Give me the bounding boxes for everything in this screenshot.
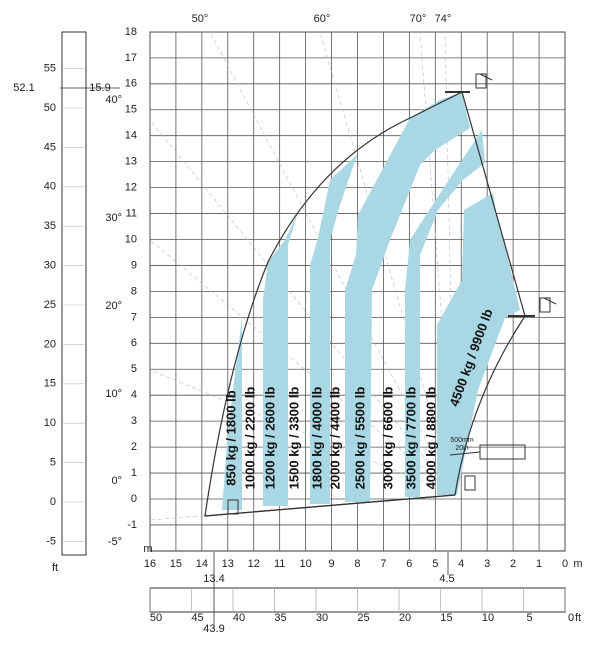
angle-label: 74° [435,13,452,25]
marker-label: 15.9 [89,82,110,94]
angle-label: 0° [111,475,122,487]
y-tick-label: 6 [131,337,137,349]
y-tick-label: 13 [125,156,137,168]
ft-tick-label: 5 [50,457,56,469]
offset-note: 20in [455,445,468,452]
ft-tick-label: 50 [150,612,162,624]
x-tick-label: 13 [222,558,234,570]
x-tick-label: 5 [432,558,438,570]
axis-unit: ft [52,562,58,574]
load-label: 3000 kg / 6600 lb [380,387,395,490]
load-label: 850 kg / 1800 lb [223,390,238,485]
x-tick-label: 1 [536,558,542,570]
ft-scale-box [61,31,87,556]
load-label: 2500 kg / 5500 lb [352,387,367,490]
ft-tick-label: 15 [44,378,56,390]
load-label: 4000 kg / 8800 lb [423,387,438,490]
ft-tick-label: 10 [44,417,56,429]
load-zones [222,92,520,510]
x-tick-label: 11 [274,558,285,570]
load-label: 1800 kg / 4000 lb [309,387,324,490]
x-tick-label: 4 [458,558,464,570]
angle-label: 40° [105,94,122,106]
load-label: 2000 kg / 4400 lb [327,387,342,490]
y-tick-label: 2 [131,441,137,453]
y-tick-label: 18 [125,26,137,38]
ft-tick-label: 45 [44,141,56,153]
axis-unit: m [573,558,582,570]
ft-tick-label: 20 [399,612,411,624]
marker-label: 52.1 [13,82,34,94]
load-label: 1500 kg / 3300 lb [286,387,301,490]
angle-label: 70° [410,13,427,25]
ft-tick-label: 15 [440,612,452,624]
x-tick-label: 10 [299,558,311,570]
x-tick-label: 7 [380,558,386,570]
x-tick-label: 2 [510,558,516,570]
y-tick-label: 0 [131,493,137,505]
ft-tick-label: 25 [44,299,56,311]
y-tick-label: 3 [131,415,137,427]
ft-tick-label: 30 [44,260,56,272]
y-tick-label: 9 [131,259,137,271]
ft-tick-label: 50 [44,102,56,114]
angle-label: 20° [105,300,122,312]
ft-tick-label: 0 [568,612,574,624]
x-tick-label: 14 [196,558,208,570]
x-tick-label: 8 [354,558,360,570]
load-label: 3500 kg / 7700 lb [403,387,418,490]
ft-tick-label: 20 [44,338,56,350]
ft-tick-label: 0 [50,496,56,508]
ft-tick-label: 40 [233,612,245,624]
x-tick-label: 6 [406,558,412,570]
load-label: 1000 kg / 2200 lb [242,387,257,490]
x-tick-label: 16 [144,558,156,570]
y-tick-label: 15 [125,104,137,116]
ft-tick-label: 45 [191,612,203,624]
x-tick-label: 9 [328,558,334,570]
y-tick-label: 17 [125,52,137,64]
marker-label: 4.5 [439,573,454,585]
ft-tick-label: 5 [526,612,532,624]
axis-unit: ft [575,612,581,624]
y-tick-label: 12 [125,182,137,194]
y-tick-label: -1 [127,519,137,531]
envelope [204,91,526,517]
marker-label: 13.4 [203,573,224,585]
axis-unit: m [143,543,152,555]
y-tick-label: 4 [131,389,137,401]
ft-tick-label: 35 [44,220,56,232]
y-tick-label: 16 [125,78,137,90]
angle-label: -5° [108,536,122,548]
x-tick-label: 15 [170,558,182,570]
y-tick-label: 1 [131,467,137,479]
angle-label: 30° [105,212,122,224]
ft-tick-label: -5 [46,535,56,547]
x-tick-label: 3 [484,558,490,570]
y-tick-label: 7 [131,311,137,323]
ft-tick-label: 30 [316,612,328,624]
marker-label: 43.9 [203,623,224,635]
x-tick-label: 0 [562,558,568,570]
ft-tick-label: 25 [357,612,369,624]
y-tick-label: 10 [125,233,137,245]
ft-tick-label: 35 [274,612,286,624]
angle-label: 60° [314,13,331,25]
attachment-icons [227,73,557,515]
y-tick-label: 8 [131,285,137,297]
angle-label: 10° [105,388,122,400]
offset-note: 500mm [450,437,474,444]
base-line [204,494,456,517]
y-tick-label: 11 [126,207,137,219]
angle-label: 50° [192,13,209,25]
ft-tick-label: 55 [44,63,56,75]
ft-tick-label: 10 [482,612,494,624]
load-label: 1200 kg / 2600 lb [262,387,277,490]
y-tick-label: 14 [125,130,137,142]
x-tick-label: 12 [248,558,260,570]
ft-tick-label: 40 [44,181,56,193]
y-tick-label: 5 [131,363,137,375]
